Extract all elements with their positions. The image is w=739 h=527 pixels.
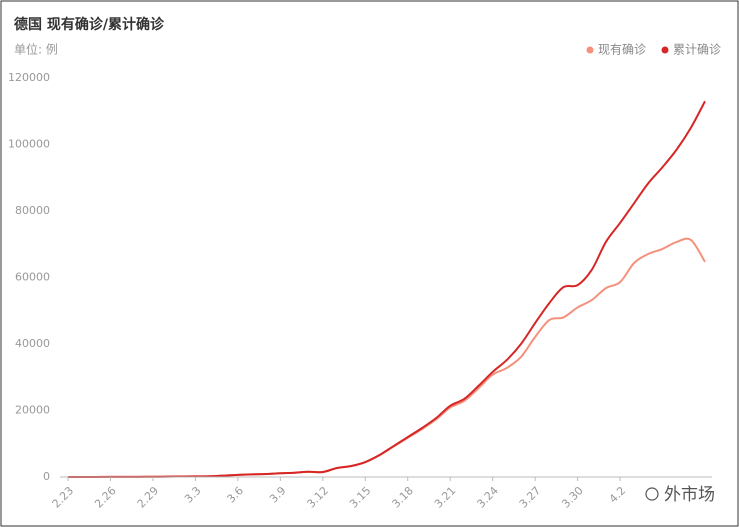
y-tick-label: 40000 [15,337,50,350]
y-tick-label: 80000 [15,204,50,217]
legend-label: 累计确诊 [673,43,721,57]
y-tick-label: 20000 [15,404,50,417]
y-tick-label: 60000 [15,271,50,284]
legend-marker [586,46,594,54]
legend-marker [661,46,669,54]
chart-subtitle: 单位: 例 [14,42,58,57]
y-tick-label: 100000 [8,138,50,151]
y-tick-label: 0 [43,470,50,483]
chart-title: 德国 现有确诊/累计确诊 [14,16,165,33]
watermark: 外市场 [664,485,715,505]
legend-label: 现有确诊 [598,43,646,57]
y-tick-label: 120000 [8,71,50,84]
watermark-icon [645,487,659,501]
